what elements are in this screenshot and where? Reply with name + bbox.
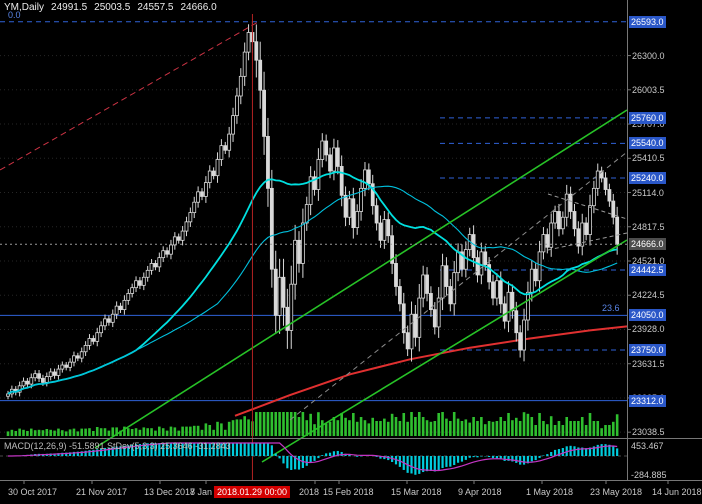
- green-channel-upper[interactable]: [94, 109, 628, 449]
- indicator-label: MACD(12,26,9) -51.5891 StDev(5,3,3) 25.3…: [4, 441, 231, 451]
- indicator-scale-bottom: -284.885: [631, 470, 667, 480]
- close-value: 24666.0: [180, 2, 217, 13]
- frame-layer: [0, 0, 702, 484]
- levels-layer: [0, 21, 627, 402]
- low-value: 24557.5: [137, 2, 174, 13]
- indicator-layer: [0, 442, 627, 475]
- crosshair-layer: [0, 14, 627, 480]
- grid-layer: [0, 55, 627, 433]
- open-value: 24991.5: [51, 2, 88, 13]
- candles-layer: [6, 21, 620, 400]
- moving-averages-layer: [7, 171, 618, 395]
- red-dashed-trendline[interactable]: [0, 21, 259, 171]
- green-channel-lower[interactable]: [261, 239, 628, 463]
- ohlc-header: YM,Daily 24991.5 25003.5 24557.5 24666.0: [4, 2, 224, 13]
- high-value: 25003.5: [94, 2, 131, 13]
- indicator-scale-top: 453.467: [631, 441, 664, 451]
- crosshair-date-badge: 2018.01.29 00:00: [213, 486, 291, 498]
- trendlines-layer: [0, 21, 628, 463]
- symbol-period-label: YM,Daily: [4, 2, 45, 13]
- red-ma-layer: [234, 325, 628, 417]
